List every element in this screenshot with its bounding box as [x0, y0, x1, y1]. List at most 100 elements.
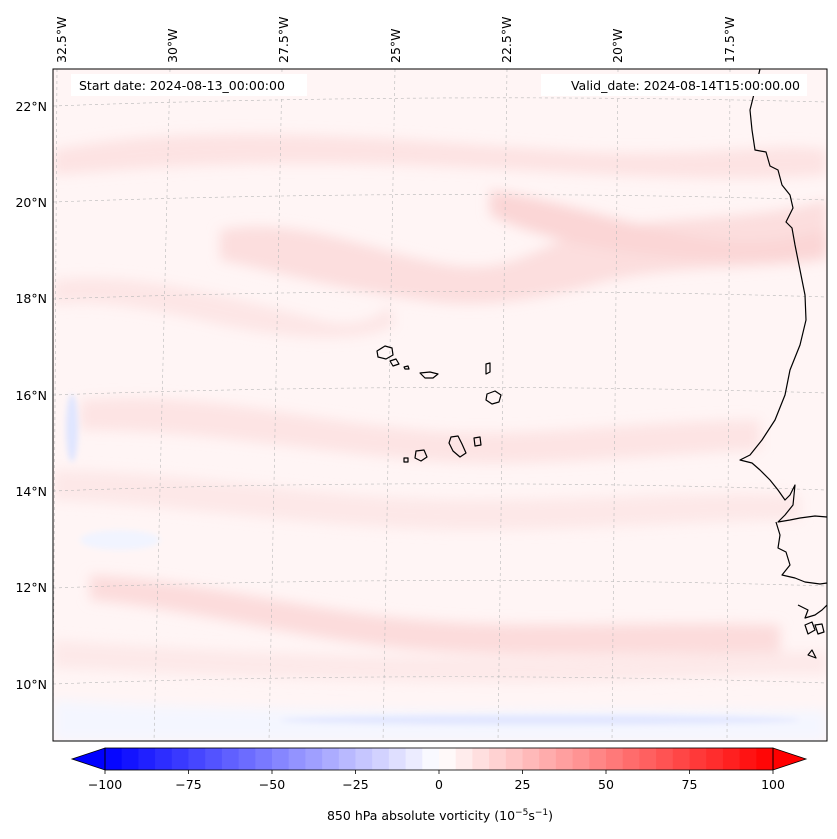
longitude-tick-labels: 32.5°W 30°W 27.5°W 25°W 22.5°W 20°W 17.5… — [54, 17, 737, 63]
colorbar-segment — [272, 748, 290, 770]
coastlines — [376, 69, 827, 659]
colorbar-segment — [622, 748, 640, 770]
colorbar-segment — [572, 748, 590, 770]
colorbar-segment — [221, 748, 240, 770]
colorbar-segment — [322, 748, 340, 770]
africa-coastline — [739, 69, 827, 523]
lon-tick-25w: 25°W — [388, 28, 403, 63]
valid-date-box — [541, 74, 807, 96]
cape-verde-boa-vista — [485, 390, 502, 405]
colorbar-segment — [105, 748, 123, 770]
parallel-14n — [53, 483, 827, 492]
colorbar-tick-label: −25 — [342, 777, 368, 792]
colorbar-segment — [155, 748, 173, 770]
vorticity-field-negative — [66, 394, 800, 725]
cape-verde-santiago — [448, 435, 467, 458]
colorbar-segment — [355, 748, 373, 770]
map-panel — [53, 69, 827, 741]
vorticity-band — [53, 134, 827, 179]
cape-verde-sal — [485, 362, 491, 375]
colorbar-segment — [455, 748, 473, 770]
cape-verde-santo-antao — [376, 345, 394, 360]
colorbar-segment — [722, 748, 741, 770]
colorbar-segment — [689, 748, 707, 770]
meridian-20w — [611, 69, 619, 741]
cape-verde-maio — [473, 436, 482, 447]
valid-date-label: Valid_date: 2024-08-14T15:00:00.00 — [571, 78, 800, 93]
colorbar-segment — [238, 748, 256, 770]
vorticity-band — [490, 190, 827, 261]
lon-tick-17.5w: 17.5°W — [722, 17, 737, 63]
cape-verde-sao-nicolau — [419, 371, 439, 379]
colorbar-segment — [138, 748, 156, 770]
map-frame — [52, 68, 828, 742]
colorbar-segment — [672, 748, 691, 770]
colorbar-segment — [388, 748, 407, 770]
colorbar-tick-label: −50 — [259, 777, 285, 792]
parallel-18n — [53, 291, 827, 300]
meridian-17.5w — [726, 69, 731, 741]
colorbar-segment — [439, 748, 457, 770]
colorbar-tick-label: −100 — [88, 777, 122, 792]
lon-tick-20w: 20°W — [610, 28, 625, 63]
colorbar-segment — [171, 748, 190, 770]
colorbar-segment — [288, 748, 306, 770]
colorbar-extend-min — [70, 747, 106, 771]
cape-verde-sao-vicente — [389, 358, 400, 367]
parallel-12n — [53, 580, 827, 589]
latitude-tick-labels: 22°N 20°N 18°N 16°N 14°N 12°N 10°N — [15, 99, 47, 692]
vorticity-band — [53, 640, 827, 683]
meridian-32.5w — [53, 69, 58, 741]
colorbar-extend-max — [772, 747, 808, 771]
colorbar: −100 −75 −50 −25 0 25 50 75 100 850 hPa absolute… — [70, 747, 808, 823]
colorbar-tick-label: 50 — [598, 777, 614, 792]
lat-tick-12n: 12°N — [15, 580, 47, 595]
meridian-25w — [382, 69, 396, 741]
parallel-10n — [53, 676, 827, 685]
colorbar-segment — [188, 748, 206, 770]
colorbar-segment — [372, 748, 390, 770]
vorticity-band — [53, 470, 800, 530]
colorbar-tick-label: 100 — [761, 777, 785, 792]
lat-tick-14n: 14°N — [15, 484, 47, 499]
colorbar-segment — [739, 748, 757, 770]
colorbar-segment — [589, 748, 607, 770]
colorbar-segment — [255, 748, 273, 770]
guinea-coastline — [775, 521, 827, 585]
lat-tick-16n: 16°N — [15, 388, 47, 403]
lon-tick-22.5w: 22.5°W — [499, 17, 514, 63]
colorbar-segment — [405, 748, 423, 770]
negative-vorticity-blob — [80, 530, 160, 550]
colorbar-segment — [606, 748, 624, 770]
cape-verde-santa-luzia — [403, 365, 410, 370]
colorbar-segment — [706, 748, 724, 770]
colorbar-segment — [121, 748, 139, 770]
colorbar-segment — [656, 748, 674, 770]
negative-vorticity-blob — [280, 715, 800, 725]
lat-tick-22n: 22°N — [15, 99, 47, 114]
colorbar-tick-label: 75 — [682, 777, 698, 792]
colorbar-segment — [555, 748, 574, 770]
colorbar-segment — [422, 748, 440, 770]
colorbar-tick-label: 0 — [435, 777, 443, 792]
vorticity-band — [80, 397, 760, 464]
start-date-label: Start date: 2024-08-13_00:00:00 — [79, 78, 285, 93]
start-date-box — [71, 74, 307, 96]
vorticity-band — [53, 278, 395, 338]
colorbar-segment — [305, 748, 323, 770]
colorbar-segment — [639, 748, 657, 770]
vorticity-band — [220, 200, 827, 304]
colorbar-segment — [756, 748, 774, 770]
vorticity-band — [90, 575, 780, 655]
parallel-22n — [53, 97, 827, 107]
parallel-20n — [53, 194, 827, 203]
lon-tick-27.5w: 27.5°W — [276, 17, 291, 63]
colorbar-segment — [505, 748, 524, 770]
colorbar-tick-label: −75 — [175, 777, 201, 792]
lat-tick-10n: 10°N — [15, 677, 47, 692]
sierra-coast — [807, 649, 817, 659]
west-africa-coastline — [797, 604, 827, 619]
meridian-22.5w — [497, 69, 508, 741]
negative-vorticity-blob — [66, 394, 78, 462]
